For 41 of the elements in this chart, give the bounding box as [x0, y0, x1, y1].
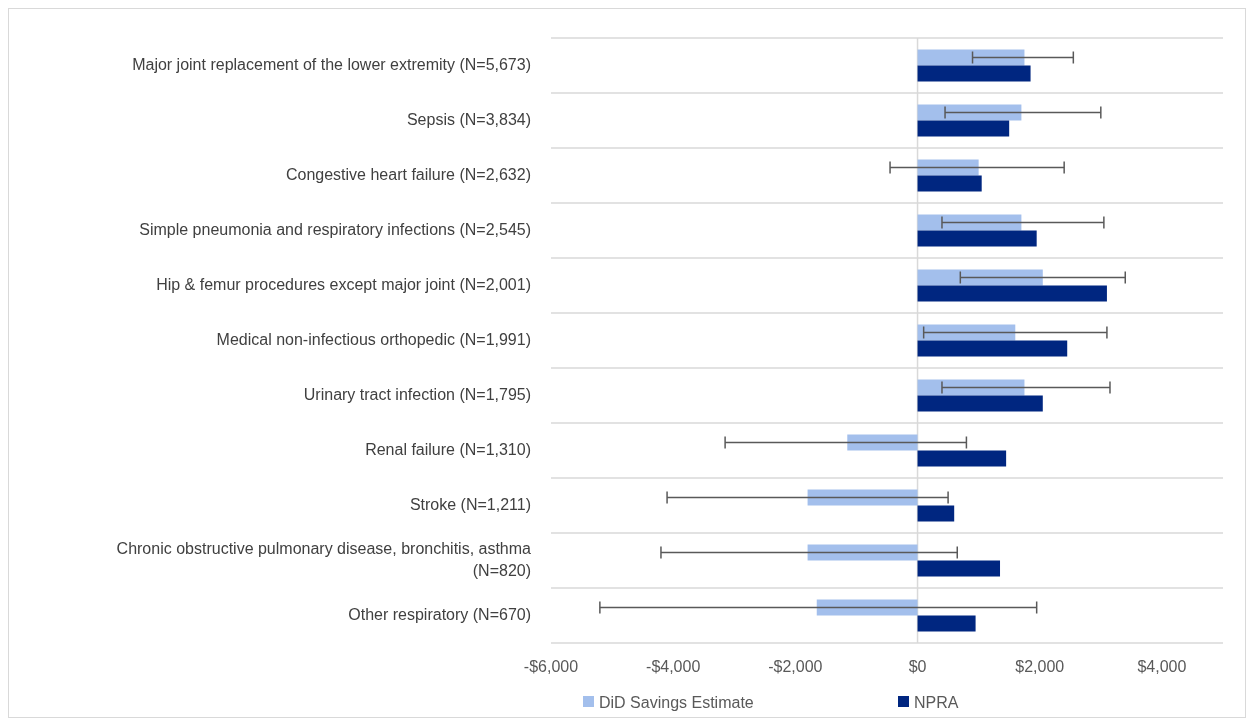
- x-tick-label: $2,000: [1015, 658, 1065, 675]
- x-tick-label: $0: [908, 658, 927, 675]
- y-tick-label: Stroke (N=1,211): [409, 495, 531, 513]
- x-tick-label: $4,000: [1137, 658, 1187, 675]
- y-tick-label: Congestive heart failure (N=2,632): [285, 165, 531, 183]
- bar: [917, 104, 1022, 121]
- bar: [917, 450, 1007, 467]
- bar: [917, 615, 976, 632]
- legend-label: DiD Savings Estimate: [599, 694, 754, 711]
- y-tick-label: Chronic obstructive pulmonary disease, bronchitis, asthma (N=820): [116, 539, 532, 579]
- bar: [917, 269, 1043, 286]
- bar: [816, 599, 918, 616]
- bar: [917, 214, 1022, 231]
- y-tick-label: Renal failure (N=1,310): [365, 440, 531, 458]
- bar: [917, 395, 1043, 412]
- bar: [917, 65, 1031, 82]
- y-tick-label: Hip & femur procedures except major joint (N=2,001): [156, 275, 531, 293]
- bar: [807, 489, 918, 506]
- bar: [917, 159, 979, 176]
- bar: [807, 544, 918, 561]
- legend-label: NPRA: [914, 694, 959, 711]
- bar: [917, 324, 1016, 341]
- bar: [917, 379, 1025, 396]
- y-tick-label: Sepsis (N=3,834): [406, 110, 531, 128]
- x-tick-label: -$4,000: [646, 658, 701, 675]
- bar: [917, 560, 1001, 577]
- y-tick-label: Major joint replacement of the lower extremity (N=5,673): [132, 55, 531, 73]
- bar: [917, 505, 955, 522]
- bar: [917, 230, 1037, 247]
- y-tick-label: Other respiratory (N=670): [348, 605, 531, 623]
- bar: [917, 285, 1107, 302]
- bar: [917, 49, 1025, 66]
- y-tick-label: Medical non-infectious orthopedic (N=1,991): [216, 330, 531, 348]
- y-tick-label: Simple pneumonia and respiratory infections (N=2,545): [139, 220, 531, 238]
- bar: [917, 340, 1068, 357]
- y-tick-label: Urinary tract infection (N=1,795): [303, 385, 531, 403]
- bar: [847, 434, 918, 451]
- x-tick-label: -$2,000: [768, 658, 823, 675]
- x-tick-label: -$6,000: [523, 658, 579, 675]
- bar: [917, 120, 1010, 137]
- bar: [917, 175, 982, 192]
